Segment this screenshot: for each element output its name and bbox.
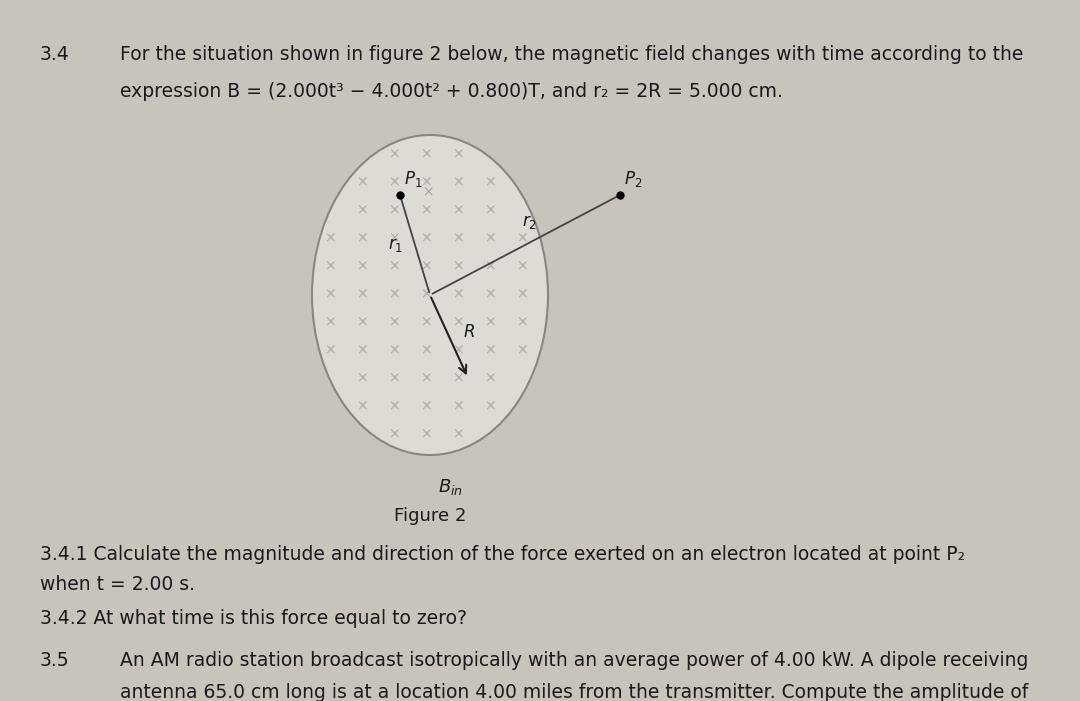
Text: ×: × xyxy=(516,344,528,358)
Text: ×: × xyxy=(453,288,463,302)
Text: ×: × xyxy=(516,316,528,330)
Text: ×: × xyxy=(388,260,400,274)
Text: 3.4.2 At what time is this force equal to zero?: 3.4.2 At what time is this force equal t… xyxy=(40,609,467,628)
Text: antenna 65.0 cm long is at a location 4.00 miles from the transmitter. Compute t: antenna 65.0 cm long is at a location 4.… xyxy=(120,683,1028,701)
Text: ×: × xyxy=(484,372,496,386)
Text: ×: × xyxy=(420,316,432,330)
Text: ×: × xyxy=(484,232,496,246)
Text: ×: × xyxy=(516,232,528,246)
Text: ×: × xyxy=(324,316,336,330)
Text: $B_{in}$: $B_{in}$ xyxy=(437,477,462,497)
Text: when t = 2.00 s.: when t = 2.00 s. xyxy=(40,575,195,594)
Text: ×: × xyxy=(422,186,434,200)
Text: ×: × xyxy=(388,400,400,414)
Text: ×: × xyxy=(453,372,463,386)
Text: ×: × xyxy=(356,204,368,218)
Ellipse shape xyxy=(312,135,548,455)
Text: ×: × xyxy=(324,344,336,358)
Text: ×: × xyxy=(356,372,368,386)
Text: ×: × xyxy=(356,316,368,330)
Text: $P_2$: $P_2$ xyxy=(624,169,643,189)
Text: ×: × xyxy=(420,372,432,386)
Text: $P_1$: $P_1$ xyxy=(404,169,422,189)
Text: ×: × xyxy=(453,204,463,218)
Text: ×: × xyxy=(484,288,496,302)
Text: $r_1$: $r_1$ xyxy=(388,236,403,254)
Text: ×: × xyxy=(420,176,432,190)
Text: ×: × xyxy=(453,260,463,274)
Text: ×: × xyxy=(356,232,368,246)
Text: ×: × xyxy=(388,288,400,302)
Text: ×: × xyxy=(420,232,432,246)
Text: ×: × xyxy=(420,204,432,218)
Text: ×: × xyxy=(324,288,336,302)
Text: ×: × xyxy=(484,316,496,330)
Text: ×: × xyxy=(324,232,336,246)
Text: ×: × xyxy=(484,204,496,218)
Text: ×: × xyxy=(356,288,368,302)
Text: ×: × xyxy=(453,428,463,442)
Text: $r_2$: $r_2$ xyxy=(523,213,538,231)
Text: ×: × xyxy=(420,344,432,358)
Text: ×: × xyxy=(453,176,463,190)
Text: ×: × xyxy=(453,316,463,330)
Text: ×: × xyxy=(356,176,368,190)
Text: ×: × xyxy=(388,204,400,218)
Text: ×: × xyxy=(484,260,496,274)
Text: ×: × xyxy=(484,344,496,358)
Text: For the situation shown in figure 2 below, the magnetic field changes with time : For the situation shown in figure 2 belo… xyxy=(120,45,1024,64)
Text: ×: × xyxy=(388,148,400,162)
Text: ×: × xyxy=(356,400,368,414)
Text: ×: × xyxy=(388,176,400,190)
Text: 3.4: 3.4 xyxy=(40,45,70,64)
Text: Figure 2: Figure 2 xyxy=(394,507,467,525)
Text: An AM radio station broadcast isotropically with an average power of 4.00 kW. A : An AM radio station broadcast isotropica… xyxy=(120,651,1028,670)
Text: ×: × xyxy=(420,148,432,162)
Text: ×: × xyxy=(453,148,463,162)
Text: ×: × xyxy=(516,260,528,274)
Text: ×: × xyxy=(356,260,368,274)
Text: ×: × xyxy=(484,400,496,414)
Text: 3.4.1 Calculate the magnitude and direction of the force exerted on an electron : 3.4.1 Calculate the magnitude and direct… xyxy=(40,545,966,564)
Text: ×: × xyxy=(484,176,496,190)
Text: ×: × xyxy=(388,428,400,442)
Text: ×: × xyxy=(388,232,400,246)
Text: ×: × xyxy=(516,288,528,302)
Text: expression B = (2.000t³ − 4.000t² + 0.800)T, and r₂ = 2R = 5.000 cm.: expression B = (2.000t³ − 4.000t² + 0.80… xyxy=(120,82,783,101)
Text: ×: × xyxy=(420,428,432,442)
Text: ×: × xyxy=(356,344,368,358)
Text: ×: × xyxy=(388,344,400,358)
Text: ×: × xyxy=(324,260,336,274)
Text: ×: × xyxy=(453,344,463,358)
Text: ×: × xyxy=(453,232,463,246)
Text: ×: × xyxy=(420,288,432,302)
Text: ×: × xyxy=(420,260,432,274)
Text: ×: × xyxy=(420,400,432,414)
Text: 3.5: 3.5 xyxy=(40,651,69,670)
Text: $R$: $R$ xyxy=(463,324,475,341)
Text: ×: × xyxy=(453,400,463,414)
Text: ×: × xyxy=(388,316,400,330)
Text: ×: × xyxy=(388,372,400,386)
